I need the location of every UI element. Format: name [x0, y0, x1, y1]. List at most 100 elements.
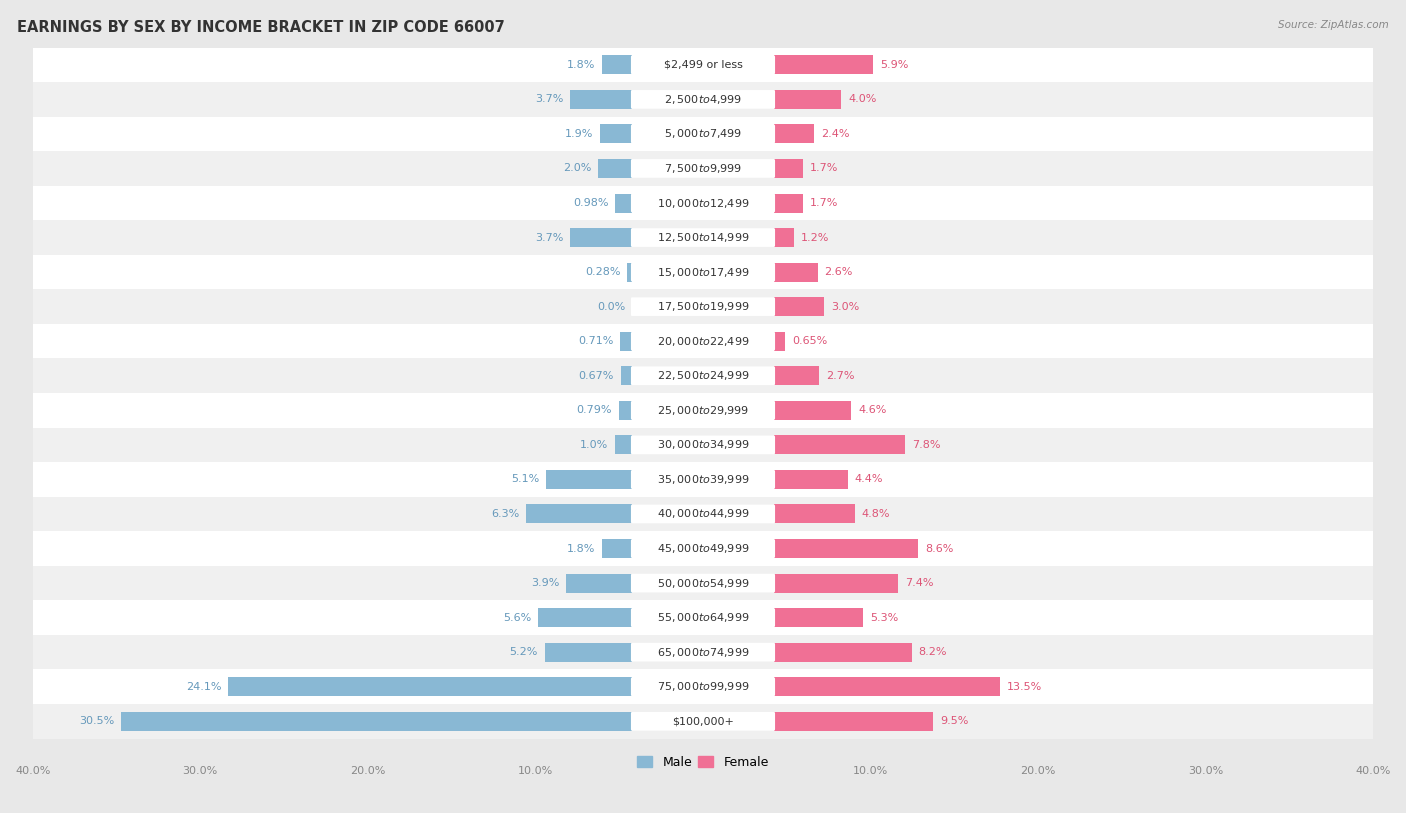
- Text: $17,500 to $19,999: $17,500 to $19,999: [657, 300, 749, 313]
- Text: 30.0%: 30.0%: [183, 766, 218, 776]
- FancyBboxPatch shape: [631, 574, 775, 593]
- Text: $2,499 or less: $2,499 or less: [664, 60, 742, 70]
- Bar: [775, 55, 873, 74]
- Bar: [121, 712, 631, 731]
- Bar: [32, 669, 1374, 704]
- Bar: [32, 600, 1374, 635]
- FancyBboxPatch shape: [631, 193, 775, 212]
- Text: 1.0%: 1.0%: [581, 440, 609, 450]
- Bar: [620, 332, 631, 350]
- FancyBboxPatch shape: [631, 159, 775, 178]
- Bar: [775, 159, 803, 178]
- Text: 1.2%: 1.2%: [801, 233, 830, 242]
- Text: 10.0%: 10.0%: [853, 766, 889, 776]
- Bar: [569, 90, 631, 109]
- Bar: [775, 228, 794, 247]
- Text: 20.0%: 20.0%: [1021, 766, 1056, 776]
- Bar: [775, 298, 824, 316]
- Text: 0.79%: 0.79%: [576, 406, 612, 415]
- Text: 5.2%: 5.2%: [509, 647, 538, 657]
- Text: $10,000 to $12,499: $10,000 to $12,499: [657, 197, 749, 210]
- Text: 7.8%: 7.8%: [911, 440, 941, 450]
- FancyBboxPatch shape: [631, 608, 775, 627]
- FancyBboxPatch shape: [631, 505, 775, 524]
- Bar: [526, 505, 631, 524]
- Text: 4.6%: 4.6%: [858, 406, 886, 415]
- Text: 13.5%: 13.5%: [1007, 682, 1042, 692]
- Text: 4.8%: 4.8%: [862, 509, 890, 519]
- Text: 0.71%: 0.71%: [578, 337, 613, 346]
- Text: $50,000 to $54,999: $50,000 to $54,999: [657, 576, 749, 589]
- FancyBboxPatch shape: [631, 539, 775, 558]
- FancyBboxPatch shape: [631, 436, 775, 454]
- Text: $55,000 to $64,999: $55,000 to $64,999: [657, 611, 749, 624]
- Text: 40.0%: 40.0%: [1355, 766, 1391, 776]
- Bar: [32, 324, 1374, 359]
- Text: $40,000 to $44,999: $40,000 to $44,999: [657, 507, 749, 520]
- FancyBboxPatch shape: [631, 470, 775, 489]
- Text: 24.1%: 24.1%: [186, 682, 221, 692]
- Bar: [32, 704, 1374, 738]
- Text: $15,000 to $17,499: $15,000 to $17,499: [657, 266, 749, 279]
- Bar: [32, 635, 1374, 669]
- Text: 30.5%: 30.5%: [79, 716, 114, 726]
- Bar: [775, 574, 898, 593]
- Bar: [599, 159, 631, 178]
- Bar: [602, 55, 631, 74]
- Bar: [228, 677, 631, 696]
- Text: 7.4%: 7.4%: [905, 578, 934, 588]
- Bar: [775, 677, 1001, 696]
- Bar: [775, 401, 851, 420]
- Text: 5.9%: 5.9%: [880, 60, 908, 70]
- Text: 1.8%: 1.8%: [567, 60, 595, 70]
- Text: $2,500 to $4,999: $2,500 to $4,999: [664, 93, 742, 106]
- Bar: [775, 436, 905, 454]
- Bar: [775, 505, 855, 524]
- FancyBboxPatch shape: [631, 124, 775, 143]
- Bar: [602, 539, 631, 558]
- Bar: [775, 90, 841, 109]
- Text: 10.0%: 10.0%: [517, 766, 553, 776]
- Bar: [616, 193, 631, 212]
- Bar: [619, 401, 631, 420]
- Text: 5.1%: 5.1%: [512, 475, 540, 485]
- Text: Source: ZipAtlas.com: Source: ZipAtlas.com: [1278, 20, 1389, 30]
- FancyBboxPatch shape: [631, 367, 775, 385]
- FancyBboxPatch shape: [631, 643, 775, 662]
- FancyBboxPatch shape: [631, 90, 775, 109]
- Text: 30.0%: 30.0%: [1188, 766, 1223, 776]
- Bar: [775, 643, 911, 662]
- Bar: [32, 428, 1374, 462]
- Bar: [32, 151, 1374, 185]
- Text: 3.7%: 3.7%: [534, 94, 562, 104]
- Text: $7,500 to $9,999: $7,500 to $9,999: [664, 162, 742, 175]
- Bar: [775, 712, 934, 731]
- Text: 4.4%: 4.4%: [855, 475, 883, 485]
- Bar: [600, 124, 631, 143]
- Text: 2.7%: 2.7%: [827, 371, 855, 380]
- Bar: [32, 82, 1374, 116]
- Text: 0.65%: 0.65%: [792, 337, 827, 346]
- Bar: [32, 47, 1374, 82]
- Text: 40.0%: 40.0%: [15, 766, 51, 776]
- Text: 3.7%: 3.7%: [534, 233, 562, 242]
- Bar: [32, 289, 1374, 324]
- Bar: [32, 531, 1374, 566]
- FancyBboxPatch shape: [631, 401, 775, 420]
- Bar: [569, 228, 631, 247]
- Text: 0.28%: 0.28%: [585, 267, 620, 277]
- Text: 20.0%: 20.0%: [350, 766, 385, 776]
- Bar: [775, 470, 848, 489]
- FancyBboxPatch shape: [631, 712, 775, 731]
- Bar: [32, 185, 1374, 220]
- Bar: [32, 254, 1374, 289]
- Text: 8.2%: 8.2%: [918, 647, 946, 657]
- Text: $35,000 to $39,999: $35,000 to $39,999: [657, 473, 749, 486]
- Text: 0.98%: 0.98%: [574, 198, 609, 208]
- Bar: [32, 393, 1374, 428]
- Text: $65,000 to $74,999: $65,000 to $74,999: [657, 646, 749, 659]
- Text: EARNINGS BY SEX BY INCOME BRACKET IN ZIP CODE 66007: EARNINGS BY SEX BY INCOME BRACKET IN ZIP…: [17, 20, 505, 35]
- Text: 5.6%: 5.6%: [503, 613, 531, 623]
- Text: 2.0%: 2.0%: [564, 163, 592, 173]
- Text: $5,000 to $7,499: $5,000 to $7,499: [664, 128, 742, 141]
